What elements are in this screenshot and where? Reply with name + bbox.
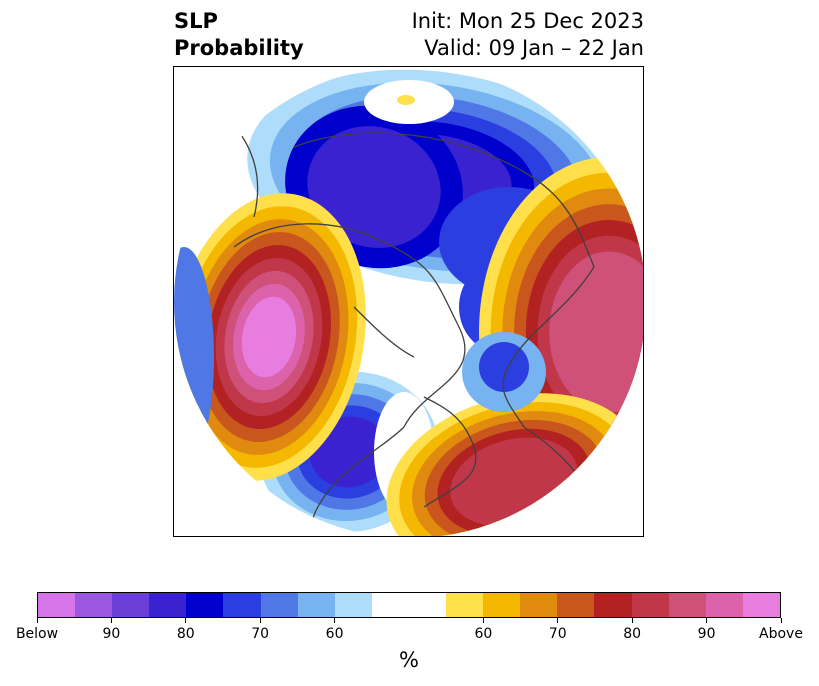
colorbar-tick-label: 60 (325, 626, 344, 642)
colorbar-tick-mark (36, 618, 38, 623)
coastline (502, 266, 595, 428)
colorbar-segment (631, 593, 669, 617)
colorbar-segment (297, 593, 335, 617)
probability-map (173, 66, 644, 537)
colorbar-tick-label: 70 (251, 626, 270, 642)
init-date: Init: Mon 25 Dec 2023 (411, 9, 644, 33)
colorbar-tick-label: 60 (474, 626, 493, 642)
colorbar-segment (223, 593, 261, 617)
map-canvas (174, 67, 643, 536)
colorbar-tick-mark (557, 618, 559, 623)
colorbar-segment (520, 593, 558, 617)
colorbar-segment (260, 593, 298, 617)
colorbar-segment (705, 593, 743, 617)
colorbar-tick-mark (631, 618, 633, 623)
colorbar (37, 592, 781, 618)
colorbar-segment (483, 593, 521, 617)
below-normal-siberia-core (307, 126, 441, 248)
colorbar-segment (446, 593, 484, 617)
colorbar-segment (149, 593, 187, 617)
colorbar-tick-mark (780, 618, 782, 623)
colorbar-segment (75, 593, 113, 617)
colorbar-segment (334, 593, 372, 617)
colorbar-tick-mark (482, 618, 484, 623)
colorbar-segment (668, 593, 706, 617)
colorbar-segment (594, 593, 632, 617)
colorbar-tick-mark (259, 618, 261, 623)
chart-title: SLP Probability (174, 8, 304, 62)
colorbar-segment (186, 593, 224, 617)
colorbar-tick-label: Below (15, 626, 59, 642)
above-normal-pacific (241, 296, 297, 378)
colorbar-segment (371, 593, 409, 617)
colorbar-tick-label: 90 (697, 626, 716, 642)
colorbar-tick-label: 80 (176, 626, 195, 642)
colorbar-segment (742, 593, 780, 617)
colorbar-segment (112, 593, 150, 617)
coastline (233, 223, 466, 428)
colorbar-tick-mark (334, 618, 336, 623)
colorbar-tick-label: 80 (623, 626, 642, 642)
colorbar-tick-mark (706, 618, 708, 623)
colorbar-segment (38, 593, 76, 617)
date-info: Init: Mon 25 Dec 2023 Valid: 09 Jan – 22… (412, 8, 644, 62)
colorbar-unit: % (399, 648, 419, 672)
title-line-slp: SLP (174, 9, 218, 33)
below-normal-north-atlantic-core (479, 342, 529, 392)
colorbar-segment (408, 593, 447, 617)
colorbar-tick-label: Above (759, 626, 803, 642)
colorbar-tick-mark (110, 618, 112, 623)
above-normal-arctic-spot (397, 95, 415, 105)
coastline (423, 396, 477, 508)
title-line-probability: Probability (174, 36, 304, 60)
colorbar-tick-mark (185, 618, 187, 623)
anomaly-field (174, 67, 643, 536)
valid-range: Valid: 09 Jan – 22 Jan (424, 36, 644, 60)
coastline (293, 132, 595, 268)
colorbar-segment (557, 593, 595, 617)
colorbar-tick-label: 70 (548, 626, 567, 642)
coastline (353, 306, 415, 358)
colorbar-tick-label: 90 (102, 626, 121, 642)
